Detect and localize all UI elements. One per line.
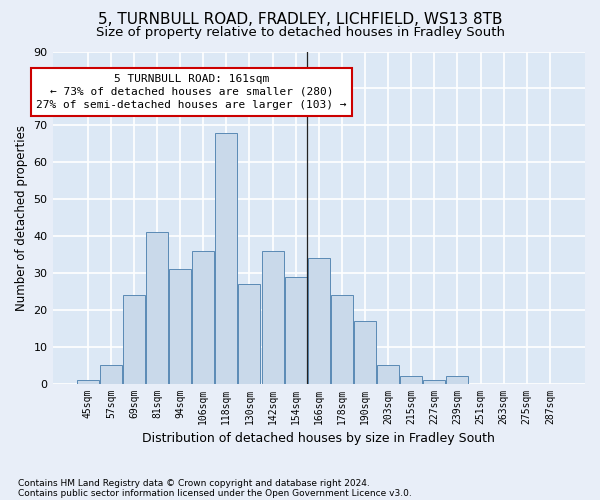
Bar [215,132,238,384]
Text: Contains public sector information licensed under the Open Government Licence v3: Contains public sector information licen… [18,488,412,498]
Bar [284,276,307,384]
X-axis label: Distribution of detached houses by size in Fradley South: Distribution of detached houses by size … [142,432,495,445]
Bar [77,380,98,384]
Bar [308,258,330,384]
Bar [100,365,122,384]
Text: 5, TURNBULL ROAD, FRADLEY, LICHFIELD, WS13 8TB: 5, TURNBULL ROAD, FRADLEY, LICHFIELD, WS… [98,12,502,28]
Text: Contains HM Land Registry data © Crown copyright and database right 2024.: Contains HM Land Registry data © Crown c… [18,478,370,488]
Text: Size of property relative to detached houses in Fradley South: Size of property relative to detached ho… [95,26,505,39]
Y-axis label: Number of detached properties: Number of detached properties [15,124,28,310]
Bar [192,250,214,384]
Bar [446,376,469,384]
Bar [331,295,353,384]
Bar [169,269,191,384]
Bar [123,295,145,384]
Bar [400,376,422,384]
Bar [424,380,445,384]
Bar [377,365,399,384]
Bar [354,321,376,384]
Bar [146,232,168,384]
Bar [238,284,260,384]
Bar [262,250,284,384]
Text: 5 TURNBULL ROAD: 161sqm
← 73% of detached houses are smaller (280)
27% of semi-d: 5 TURNBULL ROAD: 161sqm ← 73% of detache… [37,74,347,110]
